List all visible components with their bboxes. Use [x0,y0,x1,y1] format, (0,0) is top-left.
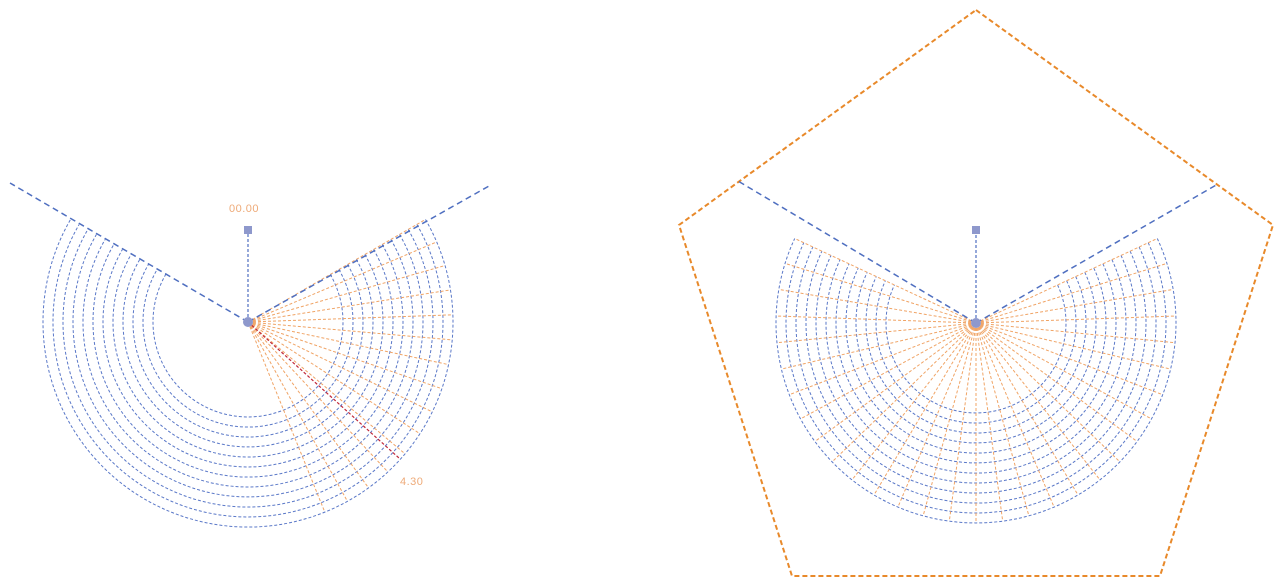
ring-arc [815,255,1137,484]
ray-line [247,321,421,435]
ray-line [781,322,977,370]
ray-line [975,322,1079,496]
ring-arc [92,244,404,478]
ray-line [247,321,449,366]
ray-line [800,322,977,420]
ray-line [975,288,1174,324]
ring-arc [122,259,374,448]
ray-line [975,238,1158,324]
ray-line [247,314,453,323]
right-pentagon-grid [677,8,1275,577]
ray-line [247,321,369,489]
ring-arc [775,238,1177,524]
ray-line [247,321,442,390]
ray-line [247,241,437,323]
pentagon-frame [677,8,1275,577]
ray-line [247,321,348,502]
ray-line [794,238,977,324]
ring-arc [785,242,1167,514]
ray-line [831,322,977,463]
ray-line [922,322,977,517]
left-semicircle-grid [9,182,490,528]
square-handle-icon [244,226,252,234]
ray-line [975,322,1152,420]
left-guide-line [9,182,249,323]
ray-line [975,322,1176,344]
pivot-point-icon [971,318,981,328]
ring-arc [142,269,354,428]
ring-arc [855,272,1097,444]
ray-line [247,289,451,323]
ring-arc [795,246,1157,504]
ray-line [247,321,326,513]
ring-arc [845,267,1107,454]
ring-arc [102,249,394,468]
right-guide-line [975,183,1219,324]
ray-line [247,321,406,455]
ray-line [897,322,977,508]
ray-line [814,322,977,442]
ring-arc [72,234,424,498]
ray-line [975,322,1055,508]
ray-line [975,322,1101,481]
ray-line [851,322,977,481]
ray-line [948,322,977,522]
ray-line [776,322,977,344]
right-guide-line [247,185,490,323]
ray-line [975,322,1030,517]
ray-line [975,315,1176,324]
ray-line [776,315,977,324]
radius-measure-label: 4.30 [400,476,423,488]
ray-line [975,322,1163,396]
ring-arc [885,284,1067,414]
ring-arc [875,280,1077,424]
ray-line [975,322,1004,522]
ring-arc [152,274,344,418]
angle-readout-label: 00.00 [229,203,259,215]
ring-arc [132,264,364,438]
square-handle-icon [972,226,980,234]
ring-arc [112,254,384,458]
ring-arc [865,276,1087,434]
ray-line [247,321,389,473]
ring-arc [835,263,1117,464]
ray-line [975,322,1171,370]
ring-arc [52,224,444,518]
ray-line [873,322,977,496]
ring-arc [62,229,434,508]
ray-line [247,321,453,341]
ray-line [789,322,977,396]
ray-line [975,322,1121,463]
measure-line [247,321,401,460]
ring-arc [805,250,1147,494]
ray-line [975,262,1168,324]
left-guide-line [737,180,977,324]
ring-arc [42,219,454,528]
pivot-point-icon [243,317,253,327]
ray-line [247,219,426,323]
ray-line [778,288,977,324]
ray-line [784,262,977,324]
ray-line [247,321,433,413]
ring-arc [82,239,414,488]
ray-line [247,265,446,323]
ray-line [975,322,1138,442]
